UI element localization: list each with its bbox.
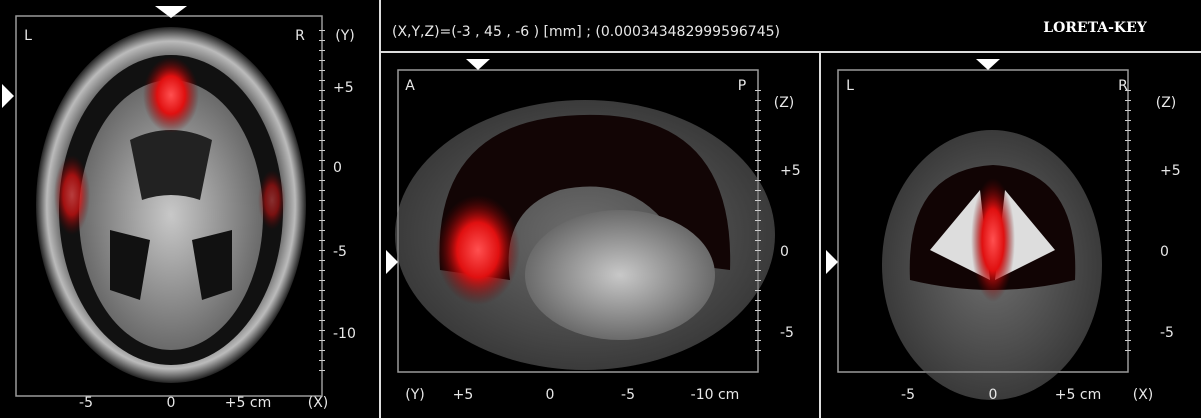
tick-label: +5 cm [225,395,271,411]
page: (X,Y,Z)=(-3 , 45 , -6 ) [mm] ; (0.000343… [0,0,1201,418]
corner-label: L [24,28,32,44]
corner-label: L [846,78,854,94]
tick-label: -10 cm [691,387,740,403]
tick-label: 0 [780,244,789,260]
tick-label: +5 cm [1055,387,1101,403]
corner-label: R [295,28,305,44]
tick-label: -5 [1160,325,1174,341]
activation [258,170,286,230]
axis-label: (X) [1133,387,1154,403]
tick-label: +5 [333,80,354,96]
corner-label: R [1118,78,1128,94]
corner-label: P [738,78,746,94]
activation [971,178,1015,302]
activation [143,57,199,133]
tick-label: 0 [167,395,176,411]
screen: (X,Y,Z)=(-3 , 45 , -6 ) [mm] ; (0.000343… [0,0,1201,418]
tick-label: +5 [780,163,801,179]
tick-label: +5 [453,387,474,403]
coordinates: (X,Y,Z)=(-3 , 45 , -6 ) [mm] ; (0.000343… [392,24,780,40]
ventricles [130,130,212,200]
tick-label: -5 [79,395,93,411]
brainstem [525,210,715,340]
tick-label: 0 [546,387,555,403]
app-name: LORETA-KEY [1043,20,1148,36]
tick-label: -10 [333,326,356,342]
tick-label: 0 [989,387,998,403]
corner-label: A [405,78,415,94]
tick-label: 0 [1160,244,1169,260]
tick-label: -5 [333,244,347,260]
tick-label: +5 [1160,163,1181,179]
tick-label: -5 [780,325,794,341]
axis-label: (X) [308,395,329,411]
tick-label: 0 [333,160,342,176]
axis-label: (Y) [335,28,354,44]
tick-label: -5 [901,387,915,403]
axis-label: (Z) [774,95,795,111]
activation [436,195,520,305]
tick-label: -5 [621,387,635,403]
axis-label: (Z) [1156,95,1177,111]
axis-label: (Y) [405,387,424,403]
activation [54,155,90,235]
